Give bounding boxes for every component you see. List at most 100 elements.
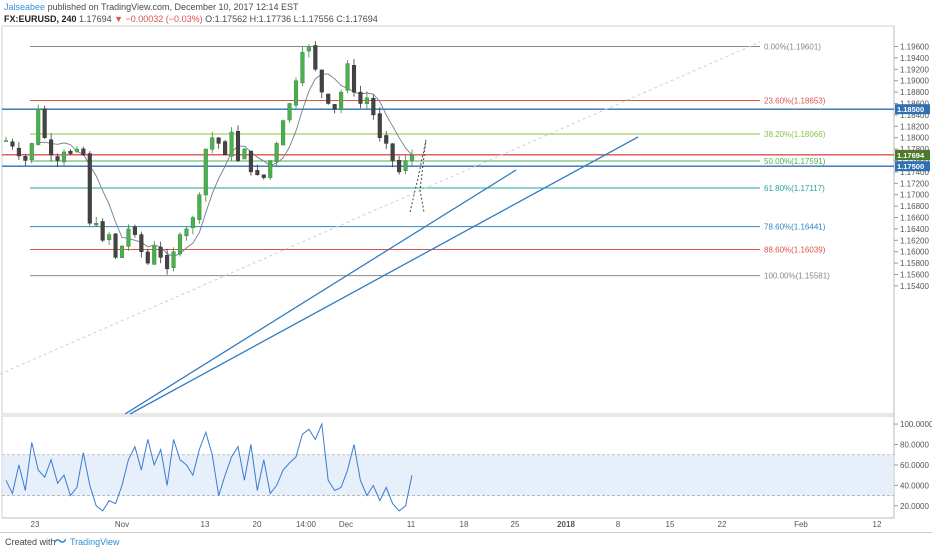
candle-body (293, 80, 299, 106)
time-tick-label: Feb (794, 520, 808, 529)
candle-body (339, 91, 344, 110)
price-tick-label: 1.18600 (900, 100, 929, 109)
candle-body (235, 131, 241, 161)
price-tick-label: 1.15600 (900, 271, 929, 280)
price-tick-label: 1.16800 (900, 202, 929, 211)
tradingview-brand[interactable]: TradingView (70, 537, 120, 547)
price-tick-label: 1.16400 (900, 225, 929, 234)
candle-body (345, 63, 350, 91)
candle-body (384, 135, 389, 144)
price-pane-frame (1, 25, 895, 415)
price-tick-label: 1.18800 (900, 88, 929, 97)
candle-body (216, 137, 221, 144)
candle-body (268, 160, 273, 178)
price-tick-label: 1.17200 (900, 179, 929, 188)
price-tag (895, 161, 930, 172)
time-tick-label: 8 (616, 520, 621, 529)
candle-body (126, 228, 131, 247)
time-tick-label: 18 (460, 520, 469, 529)
trendline-lower[interactable] (129, 136, 639, 415)
candle-body (364, 97, 369, 104)
publish-text: published on TradingView.com, December 1… (47, 2, 299, 12)
trendlines (0, 41, 761, 415)
publish-info: Jalseabee published on TradingView.com, … (4, 2, 299, 12)
candle-body (351, 65, 357, 93)
fib-level-label: 88.60%(1.16039) (764, 245, 826, 254)
candle-body (409, 155, 415, 162)
candle-body (107, 234, 112, 241)
candle-body (152, 245, 157, 265)
candle-body (223, 141, 228, 156)
candle-body (119, 245, 125, 258)
time-tick-label: 25 (511, 520, 520, 529)
price-tag-label: 1.17694 (897, 151, 925, 160)
time-tick-label: 20 (253, 520, 262, 529)
candle-body (313, 45, 318, 70)
candle-body (242, 148, 247, 160)
price-tick-label: 1.15400 (900, 282, 929, 291)
chart-canvas[interactable]: 0.00%(1.19601) 23.60%(1.18653) 38.20%(1.18… (0, 0, 932, 532)
candle-body (177, 234, 183, 255)
author-link[interactable]: Jalseabee (4, 2, 46, 12)
symbol-label: FX:EURUSD, 240 (4, 14, 77, 24)
projection-path (409, 139, 427, 213)
candle-body (281, 120, 286, 146)
candle-body (158, 246, 163, 258)
fibonacci-levels: 0.00%(1.19601) 23.60%(1.18653) 38.20%(1.18… (30, 42, 830, 281)
price-tag (895, 150, 930, 161)
candle-body (61, 151, 67, 163)
price-tick-label: 1.18200 (900, 122, 929, 131)
last-price: 1.17694 (79, 14, 112, 24)
candle-body (274, 143, 279, 162)
candle-body (229, 131, 234, 157)
price-tag (895, 104, 930, 115)
price-tick-label: 1.16200 (900, 236, 929, 245)
created-with-text: Created with (5, 537, 56, 547)
candle-body (74, 148, 79, 152)
price-tag-label: 1.17500 (897, 162, 924, 171)
moving-average (38, 73, 413, 257)
candle-body (87, 153, 92, 224)
candle-body (377, 113, 382, 138)
fib-level-label: 78.60%(1.16441) (764, 223, 826, 232)
candle-body (203, 148, 208, 196)
candle-body (306, 46, 311, 52)
candle-body (55, 156, 60, 161)
price-tick-label: 1.19400 (900, 54, 929, 63)
price-tick-label: 1.18400 (900, 111, 929, 120)
time-tick-label: Nov (115, 520, 129, 529)
time-tick-label: 2018 (557, 520, 575, 529)
price-tick-label: 1.17400 (900, 168, 929, 177)
candle-body (197, 194, 202, 220)
candle-body (29, 143, 34, 161)
price-tick-label: 1.17000 (900, 191, 929, 200)
price-tick-label: 1.17800 (900, 145, 929, 154)
candle-body (94, 222, 99, 226)
price-tick-label: 1.15800 (900, 259, 929, 268)
candle-body (403, 160, 408, 172)
osc-tick-label: 60.0000 (900, 461, 929, 470)
fib-level-label: 38.20%(1.18066) (764, 130, 826, 139)
oscillator (2, 422, 894, 512)
candle-body (255, 170, 260, 175)
time-tick-label: 12 (873, 520, 882, 529)
trendline-upper[interactable] (124, 169, 517, 415)
footer: Created with TradingView (0, 532, 932, 551)
candle-body (287, 103, 292, 121)
candle-body (132, 226, 137, 235)
horizontal-levels (2, 108, 894, 167)
time-tick-label: 14:00 (296, 520, 317, 529)
candle-body (23, 156, 28, 161)
candle-body (81, 148, 86, 156)
candle-body (261, 174, 266, 178)
fib-level-label: 50.00%(1.17591) (764, 157, 826, 166)
time-axis-ticks: 23 Nov 13 20 14:00 Dec 11 18 25 2018 8 15 22 Feb 12 (31, 520, 882, 529)
price-tick-label: 1.16000 (900, 248, 929, 257)
candle-body (397, 159, 402, 173)
candle-body (100, 221, 105, 241)
candle-body (49, 139, 54, 156)
symbol-info: FX:EURUSD, 240 1.17694 ▼ −0.00032 (−0.03… (4, 14, 378, 24)
fib-diagonal-dashed (0, 41, 761, 375)
fib-level-label: 100.00%(1.15581) (764, 272, 830, 281)
